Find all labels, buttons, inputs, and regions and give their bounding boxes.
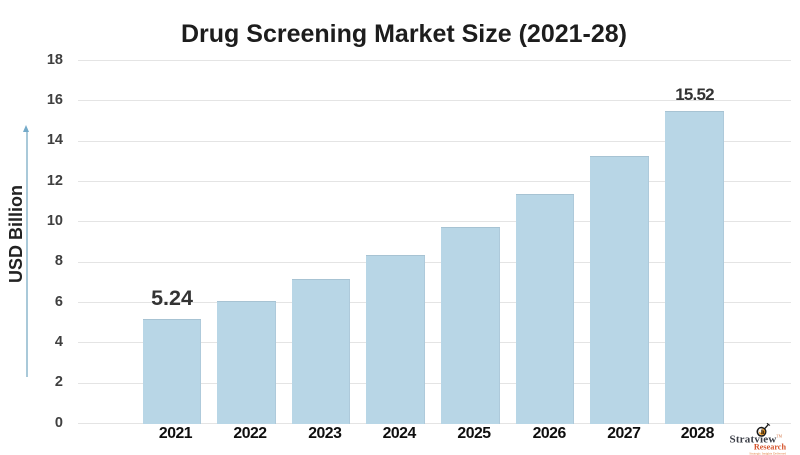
svg-text:TM: TM [777,435,783,439]
svg-text:Stratview: Stratview [730,434,777,446]
svg-text:Research: Research [754,443,787,452]
svg-text:Strategic Insights Delivered: Strategic Insights Delivered [749,451,786,455]
